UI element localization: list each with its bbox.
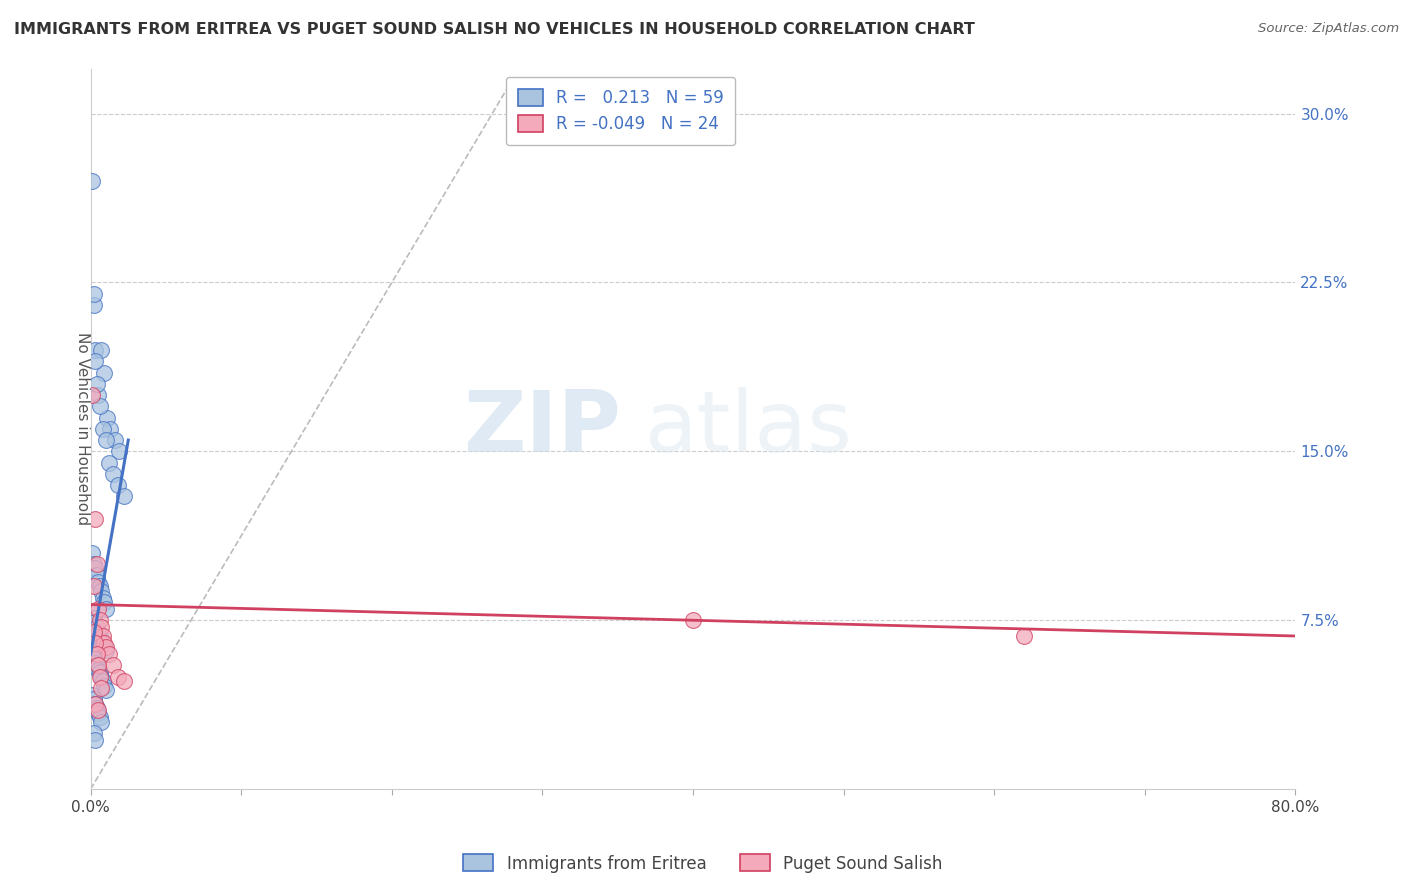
Point [87,663,110,677]
Point [96,410,118,425]
Point [83,624,105,639]
Point [84,354,107,368]
Point [86,647,108,661]
Point [103,467,125,481]
Point [90,669,112,683]
Point [87,703,110,717]
Point [107,478,129,492]
Point [83,611,105,625]
Point [93,366,115,380]
Text: IMMIGRANTS FROM ERITREA VS PUGET SOUND SALISH NO VEHICLES IN HOUSEHOLD CORRELATI: IMMIGRANTS FROM ERITREA VS PUGET SOUND S… [14,22,974,37]
Point [83,726,105,740]
Point [91,422,114,436]
Point [86,658,108,673]
Point [83,557,105,571]
Point [89,665,111,679]
Point [94,640,117,655]
Point [97,647,120,661]
Point [82,174,104,188]
Point [94,433,117,447]
Point [112,674,135,689]
Point [104,433,127,447]
Point [84,697,107,711]
Point [86,701,108,715]
Point [98,422,121,436]
Point [90,343,112,357]
Text: atlas: atlas [645,387,853,470]
Point [84,636,107,650]
Point [83,692,105,706]
Point [87,658,110,673]
Point [107,669,129,683]
Point [86,620,108,634]
Point [87,706,110,720]
Point [90,714,112,729]
Point [91,629,114,643]
Text: ZIP: ZIP [463,387,620,470]
Point [90,620,112,634]
Point [83,651,105,665]
Point [87,574,110,589]
Point [89,613,111,627]
Point [87,624,110,639]
Point [103,658,125,673]
Point [86,557,108,571]
Point [108,444,131,458]
Point [89,400,111,414]
Point [89,669,111,683]
Point [86,568,108,582]
Point [91,674,114,689]
Point [83,298,105,312]
Point [84,656,107,670]
Point [83,286,105,301]
Point [84,732,107,747]
Point [94,683,117,698]
Point [87,388,110,402]
Point [93,595,115,609]
Legend: Immigrants from Eritrea, Puget Sound Salish: Immigrants from Eritrea, Puget Sound Sal… [457,847,949,880]
Point [91,636,114,650]
Point [83,579,105,593]
Point [82,388,104,402]
Point [82,688,104,702]
Point [93,679,115,693]
Text: Source: ZipAtlas.com: Source: ZipAtlas.com [1258,22,1399,36]
Point [1014,629,1036,643]
Point [84,615,107,630]
Point [97,456,120,470]
Point [94,642,117,657]
Y-axis label: No Vehicles in Household: No Vehicles in Household [75,332,90,525]
Point [84,697,107,711]
Point [82,607,104,621]
Point [84,343,107,357]
Point [90,584,112,599]
Point [90,681,112,695]
Point [112,489,135,503]
Legend: R =   0.213   N = 59, R = -0.049   N = 24: R = 0.213 N = 59, R = -0.049 N = 24 [506,77,735,145]
Point [89,710,111,724]
Point [90,633,112,648]
Point [94,602,117,616]
Point [93,640,115,655]
Point [84,561,107,575]
Point [89,629,111,643]
Point [84,512,107,526]
Point [82,647,104,661]
Point [682,613,704,627]
Point [82,546,104,560]
Point [89,579,111,593]
Point [91,591,114,605]
Point [93,636,115,650]
Point [86,376,108,391]
Point [87,602,110,616]
